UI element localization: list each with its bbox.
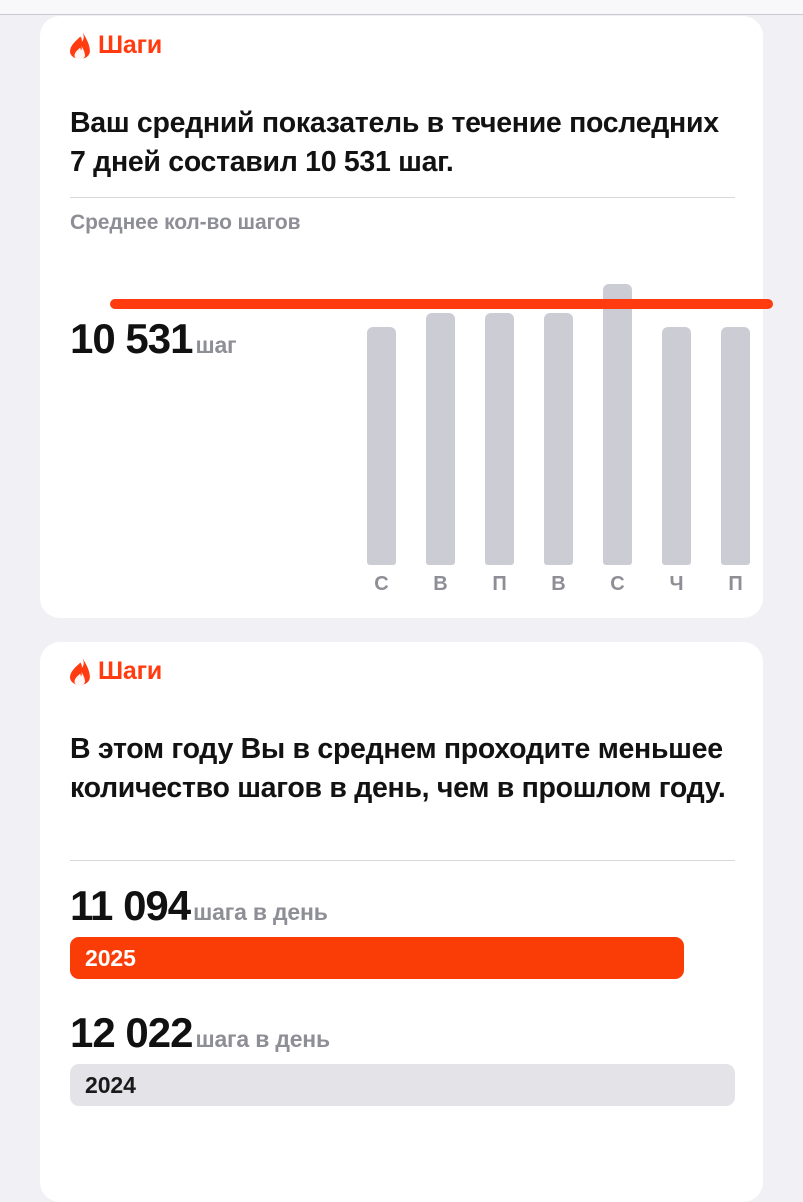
weekly-bar-label: С: [610, 573, 625, 595]
weekly-card-headline: Ваш средний показатель в течение последн…: [70, 106, 719, 178]
yearly-bar-2024: 2024: [70, 1064, 735, 1107]
weekly-bar: [721, 327, 750, 565]
yearly-row: 12 022 шага в день 2024: [70, 1009, 741, 1107]
yearly-steps-card: Шаги В этом году Вы в среднем проходите …: [40, 642, 763, 1202]
yearly-comparison-rows: 11 094 шага в день 2025 12 022 шага в день 20…: [70, 882, 741, 1107]
yearly-unit: шага в день: [193, 899, 328, 925]
weekly-bar-column: В: [544, 251, 573, 596]
yearly-bar-2025: 2025: [70, 937, 684, 980]
yearly-value-row: 12 022 шага в день: [70, 1009, 741, 1057]
yearly-card-divider: [70, 860, 735, 861]
weekly-bar-column: С: [603, 251, 632, 596]
weekly-card-category-label: Шаги: [98, 31, 163, 59]
yearly-card-header: Шаги: [70, 657, 163, 686]
weekly-bar-column: С: [367, 251, 396, 596]
weekly-bar: [662, 327, 691, 565]
weekly-average-line: [110, 299, 773, 309]
top-chrome-strip: [0, 0, 803, 15]
yearly-unit: шага в день: [195, 1026, 330, 1053]
yearly-card-headline: В этом году Вы в среднем проходите меньш…: [70, 732, 726, 804]
weekly-card-divider: [70, 197, 735, 198]
weekly-bar-label: П: [492, 573, 507, 595]
weekly-metric-unit: шаг: [195, 332, 237, 358]
yearly-card-category-label: Шаги: [98, 657, 163, 685]
weekly-metric-value: 10 531: [70, 315, 193, 362]
weekly-bar-column: В: [426, 251, 455, 596]
yearly-value: 11 094: [70, 882, 191, 929]
yearly-row: 11 094 шага в день 2025: [70, 882, 741, 980]
yearly-value: 12 022: [70, 1009, 193, 1057]
weekly-bar: [485, 313, 514, 565]
weekly-bar: [367, 327, 396, 565]
flame-icon: [70, 658, 91, 686]
weekly-bar: [426, 313, 455, 565]
weekly-bar-column: П: [721, 251, 750, 596]
weekly-metric-caption: Среднее кол-во шагов: [70, 211, 301, 234]
weekly-metric-value-row: 10 531 шаг: [70, 315, 237, 362]
weekly-bar-label: В: [433, 573, 448, 595]
weekly-steps-card: Шаги Ваш средний показатель в течение по…: [40, 16, 773, 618]
flame-icon: [70, 32, 91, 60]
yearly-value-row: 11 094 шага в день: [70, 882, 741, 929]
weekly-bar-label: С: [374, 573, 389, 595]
weekly-card-header: Шаги: [70, 31, 163, 60]
weekly-bar-column: П: [485, 251, 514, 596]
weekly-bar: [544, 313, 573, 565]
weekly-bar: [603, 284, 632, 565]
weekly-bar-column: Ч: [662, 251, 691, 596]
weekly-bar-label: В: [551, 573, 566, 595]
weekly-bar-label: П: [728, 573, 743, 595]
weekly-bar-label: Ч: [669, 573, 684, 595]
